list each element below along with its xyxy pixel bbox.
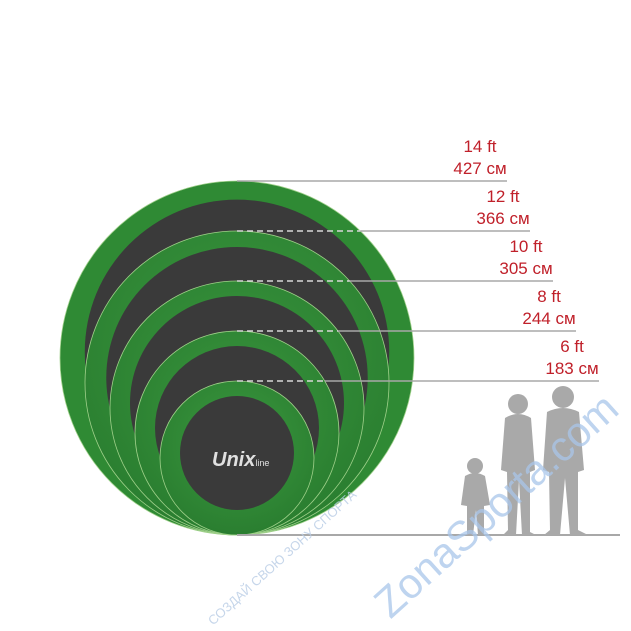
size-ft-label: 8 ft (537, 287, 561, 306)
logo-brand: Unix (212, 449, 256, 471)
jumping-mat (180, 396, 294, 510)
size-ft-label: 6 ft (560, 337, 584, 356)
woman-silhouette (501, 394, 536, 535)
trampoline-6ft (159, 380, 315, 536)
logo-suffix: line (255, 458, 270, 468)
man-silhouette (543, 386, 588, 535)
size-cm-label: 244 см (522, 309, 576, 328)
people-silhouettes (461, 386, 588, 535)
size-cm-label: 183 см (545, 359, 599, 378)
size-ft-label: 10 ft (509, 237, 543, 256)
size-ft-label: 14 ft (463, 137, 497, 156)
child-silhouette (461, 458, 490, 535)
size-cm-label: 305 см (499, 259, 553, 278)
size-ft-label: 12 ft (486, 187, 520, 206)
size-cm-label: 427 см (453, 159, 507, 178)
unixline-logo: Unixline (212, 449, 269, 474)
size-cm-label: 366 см (476, 209, 530, 228)
